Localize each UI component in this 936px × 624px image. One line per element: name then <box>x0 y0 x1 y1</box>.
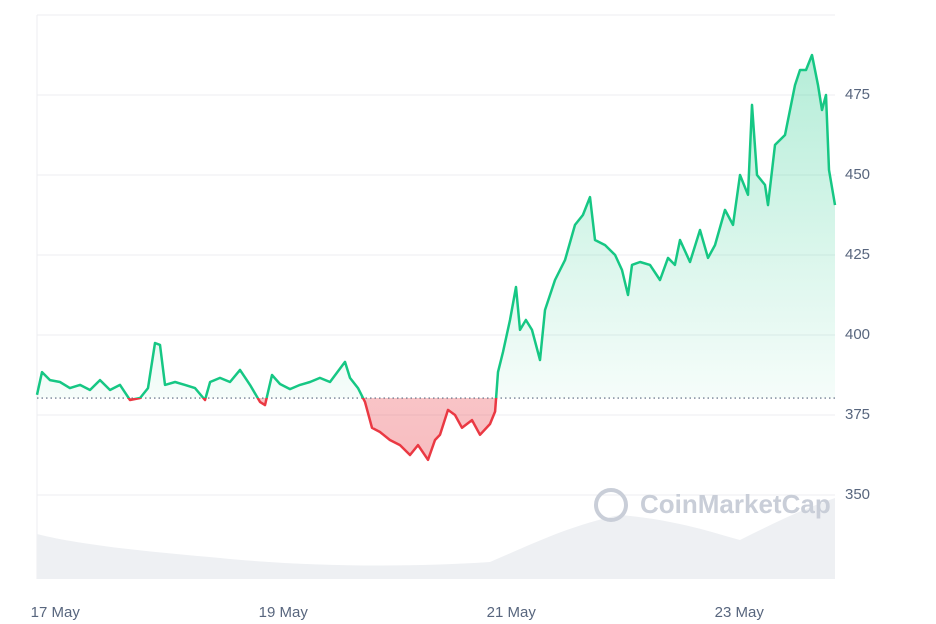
price-area <box>37 55 835 460</box>
x-tick-label: 17 May <box>31 604 81 621</box>
y-tick-label: 375 <box>845 406 870 423</box>
y-tick-label: 400 <box>845 326 870 343</box>
y-tick-label: 450 <box>845 166 870 183</box>
y-tick-label: 475 <box>845 86 870 103</box>
x-tick-label: 19 May <box>259 604 309 621</box>
y-tick-label: 425 <box>845 246 870 263</box>
volume-area <box>37 498 835 579</box>
watermark-logo <box>594 488 628 522</box>
price-line <box>35 53 837 462</box>
x-tick-label: 23 May <box>715 604 765 621</box>
x-tick-label: 21 May <box>487 604 537 621</box>
watermark: CoinMarketCap <box>640 489 831 519</box>
y-tick-label: 350 <box>845 486 870 503</box>
